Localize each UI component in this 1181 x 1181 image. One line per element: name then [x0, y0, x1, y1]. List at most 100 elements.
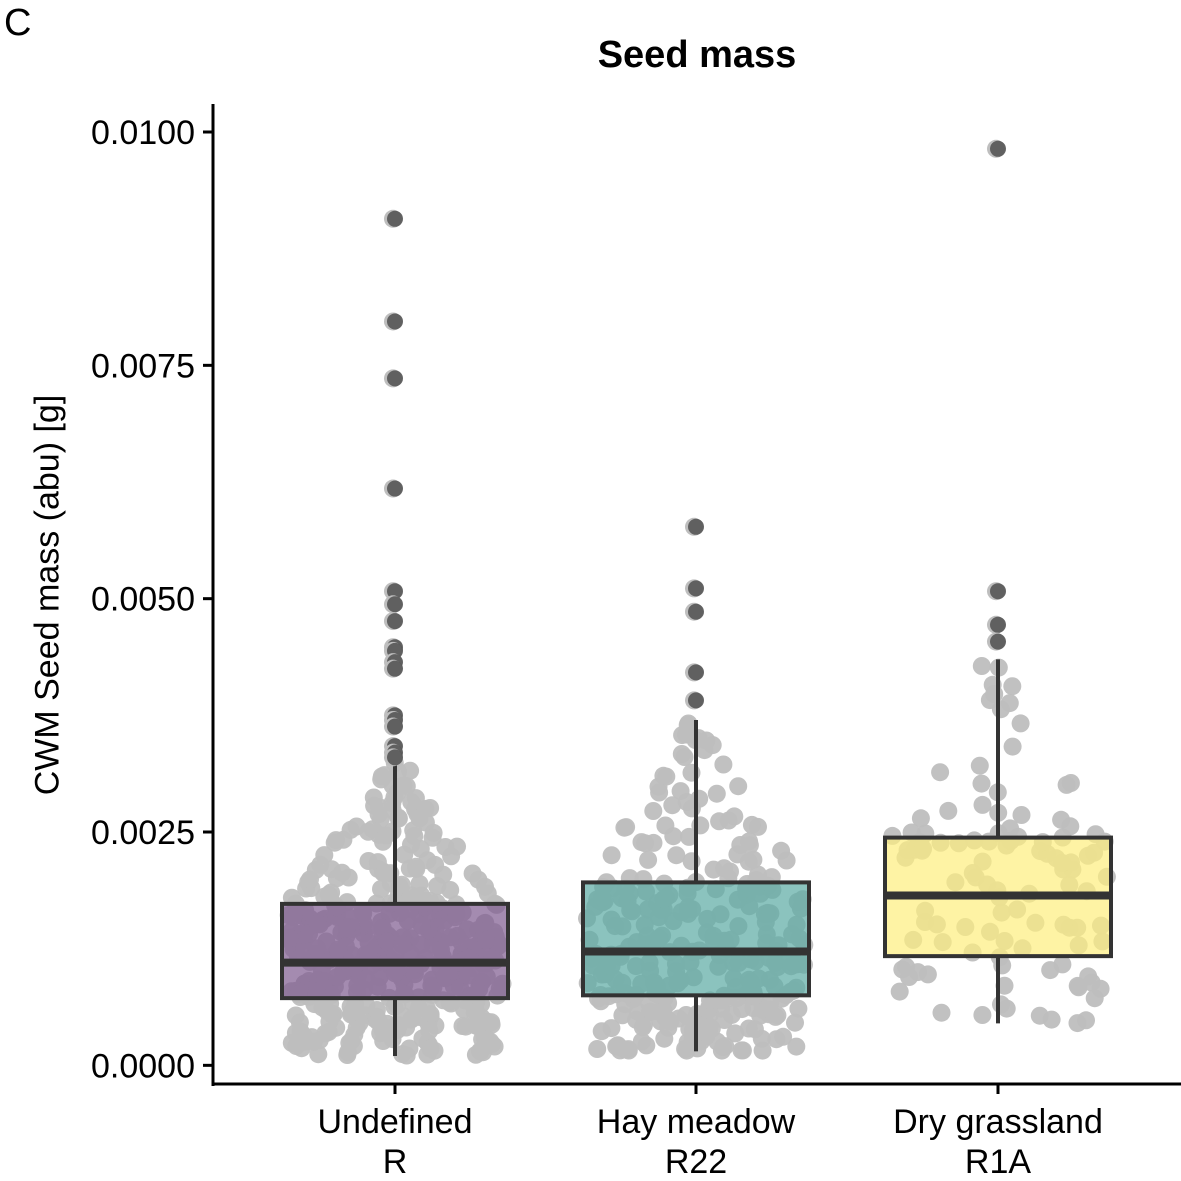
outlier-point [688, 664, 704, 681]
data-point [729, 777, 748, 796]
data-point [345, 1025, 364, 1044]
data-point [749, 817, 767, 836]
box-iqr [280, 901, 510, 1001]
data-point [463, 864, 482, 883]
x-tick-label-code: R22 [665, 1143, 727, 1181]
data-point [602, 846, 621, 865]
data-point [786, 1013, 804, 1032]
data-point [377, 826, 395, 845]
data-point [327, 831, 345, 850]
outlier-point [990, 140, 1006, 157]
data-point [388, 783, 407, 802]
outlier-point [387, 313, 403, 330]
data-point [677, 793, 696, 811]
outlier-point [387, 480, 403, 497]
data-point [1003, 677, 1022, 696]
y-tick-label: 0.0075 [91, 347, 195, 385]
data-point [1061, 774, 1080, 792]
chart-title: Seed mass [597, 34, 797, 76]
data-point [777, 851, 796, 870]
outlier-point [387, 660, 403, 677]
data-point [1041, 961, 1060, 980]
data-point [716, 1037, 735, 1056]
data-point [664, 827, 683, 846]
data-point [294, 1026, 313, 1045]
data-point [627, 1010, 646, 1029]
data-point [985, 685, 1004, 703]
outliers-layer [384, 139, 1006, 767]
outlier-point [387, 370, 403, 387]
data-point [389, 808, 408, 827]
data-point [301, 870, 319, 889]
data-point [405, 827, 424, 845]
data-point [1052, 810, 1071, 829]
data-point [1012, 806, 1031, 824]
data-point [1003, 737, 1022, 756]
outlier-point [688, 518, 704, 535]
data-point [680, 1020, 699, 1039]
outlier-point [387, 210, 403, 227]
data-point [714, 755, 733, 774]
x-tick-label: Hay meadow [597, 1103, 796, 1141]
data-point [939, 801, 958, 820]
data-point [327, 1018, 346, 1037]
data-point [632, 1032, 651, 1051]
data-point [663, 796, 682, 815]
data-point [704, 860, 723, 879]
outlier-point [387, 583, 403, 600]
data-point [456, 1017, 475, 1036]
data-point [395, 845, 414, 864]
y-tick-label: 0.0100 [91, 114, 195, 152]
box-iqr [581, 880, 811, 998]
y-tick-label: 0.0050 [91, 581, 195, 619]
data-point [588, 1040, 607, 1058]
data-point [680, 827, 698, 846]
outlier-point [688, 580, 704, 597]
data-point [972, 657, 991, 675]
x-tick-label-code: R1A [965, 1143, 1031, 1181]
data-point [372, 880, 390, 898]
panel-label: C [4, 2, 32, 44]
data-point [655, 1029, 674, 1048]
outlier-point [387, 613, 403, 630]
data-point [740, 836, 759, 855]
outlier-point [990, 616, 1006, 633]
data-point [592, 1022, 611, 1041]
data-point [745, 1020, 764, 1039]
boxes-layer [280, 659, 1113, 1056]
data-point [661, 1012, 680, 1031]
data-point [707, 784, 726, 803]
data-point [689, 729, 708, 748]
data-point [639, 850, 658, 869]
data-point [721, 862, 739, 881]
outlier-point [387, 718, 403, 735]
data-point [434, 865, 453, 884]
axes-layer: 0.00000.00250.00500.00750.0100UndefinedR… [91, 104, 1181, 1181]
data-point [375, 766, 394, 785]
outlier-point [688, 692, 704, 709]
data-point [410, 809, 429, 828]
data-point [970, 756, 989, 775]
data-point [890, 982, 909, 1001]
data-point [632, 833, 651, 852]
data-point [710, 812, 729, 831]
data-point [787, 1037, 806, 1056]
data-point [973, 1006, 992, 1024]
x-tick-label-code: R [383, 1143, 408, 1181]
data-point [992, 995, 1010, 1014]
data-point [613, 1006, 632, 1025]
data-point [726, 1024, 745, 1043]
data-point [753, 1041, 772, 1060]
data-point [897, 957, 916, 976]
data-point [1068, 1014, 1087, 1033]
data-point [973, 795, 992, 814]
outlier-point [990, 633, 1006, 650]
data-point [744, 850, 763, 869]
data-point [482, 1013, 501, 1032]
data-point [1042, 1010, 1061, 1029]
data-point [972, 774, 991, 793]
data-point [728, 845, 747, 864]
data-point [607, 1037, 626, 1056]
data-point [644, 802, 663, 820]
data-point [932, 1003, 951, 1022]
